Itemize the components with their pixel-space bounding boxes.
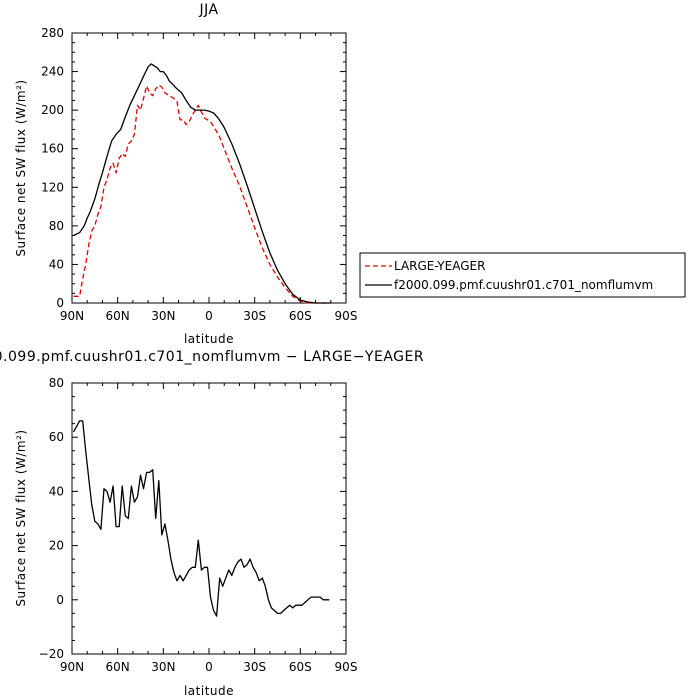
y-tick-label: 40 [49, 484, 64, 498]
y-tick-label: 160 [41, 142, 64, 156]
y-tick-label: 240 [41, 65, 64, 79]
y-tick-label: 20 [49, 539, 64, 553]
top-chart-frame [71, 32, 347, 304]
top-chart-y-label: Surface net SW flux (W/m²) [14, 79, 28, 256]
y-tick-label: 200 [41, 103, 64, 117]
bottom-chart-frame [71, 382, 347, 655]
x-tick-label: 30S [243, 660, 266, 674]
top-chart-series [73, 63, 331, 304]
y-tick-label: 60 [49, 430, 64, 444]
legend-box [359, 252, 686, 298]
bottom-chart-y-label: Surface net SW flux (W/m²) [14, 429, 28, 606]
x-tick-label: 30N [151, 309, 175, 323]
x-tick-label: 90N [60, 660, 84, 674]
y-tick-label: 0 [56, 593, 64, 607]
x-tick-label: 90N [60, 309, 84, 323]
x-tick-label: 0 [205, 660, 213, 674]
y-tick-label: 40 [49, 257, 64, 271]
y-tick-label: −20 [39, 647, 64, 661]
series-line-model [73, 63, 331, 304]
legend: LARGE-YEAGER f2000.099.pmf.cuushr01.c701… [359, 252, 686, 298]
series-line-difference [72, 420, 330, 617]
top-chart: JJA 90N 60N 30N 0 30S 60S 90S 0 40 80 120 160 200 240… [14, 2, 357, 346]
legend-label-model: f2000.099.pmf.cuushr01.c701_nomflumvm [394, 278, 653, 292]
top-chart-ticks: 90N 60N 30N 0 30S 60S 90S 0 40 80 120 160 200 240 280 [41, 26, 357, 323]
bottom-chart-series [72, 420, 330, 617]
top-chart-title: JJA [198, 2, 218, 18]
bottom-chart-x-label: latitude [184, 684, 234, 698]
legend-label-large-yeager: LARGE-YEAGER [394, 259, 485, 273]
x-tick-label: 60S [289, 309, 312, 323]
x-tick-label: 60N [106, 660, 130, 674]
bottom-chart: f2000.099.pmf.cuushr01.c701_nomflumvm − … [0, 349, 424, 698]
x-tick-label: 30N [151, 660, 175, 674]
y-tick-label: 80 [49, 219, 64, 233]
y-tick-label: 0 [56, 296, 64, 310]
x-tick-label: 0 [205, 309, 213, 323]
x-tick-label: 30S [243, 309, 266, 323]
bottom-chart-title: f2000.099.pmf.cuushr01.c701_nomflumvm − … [0, 349, 424, 365]
series-line-large-yeager [73, 84, 328, 304]
y-tick-label: 280 [41, 26, 64, 40]
x-tick-label: 60S [289, 660, 312, 674]
bottom-chart-ticks: 90N 60N 30N 0 30S 60S 90S −20 0 20 40 60 80 [39, 376, 358, 674]
y-tick-label: 80 [49, 376, 64, 390]
x-tick-label: 90S [335, 660, 358, 674]
top-chart-x-label: latitude [184, 332, 234, 346]
x-tick-label: 90S [335, 309, 358, 323]
x-tick-label: 60N [106, 309, 130, 323]
y-tick-label: 120 [41, 180, 64, 194]
